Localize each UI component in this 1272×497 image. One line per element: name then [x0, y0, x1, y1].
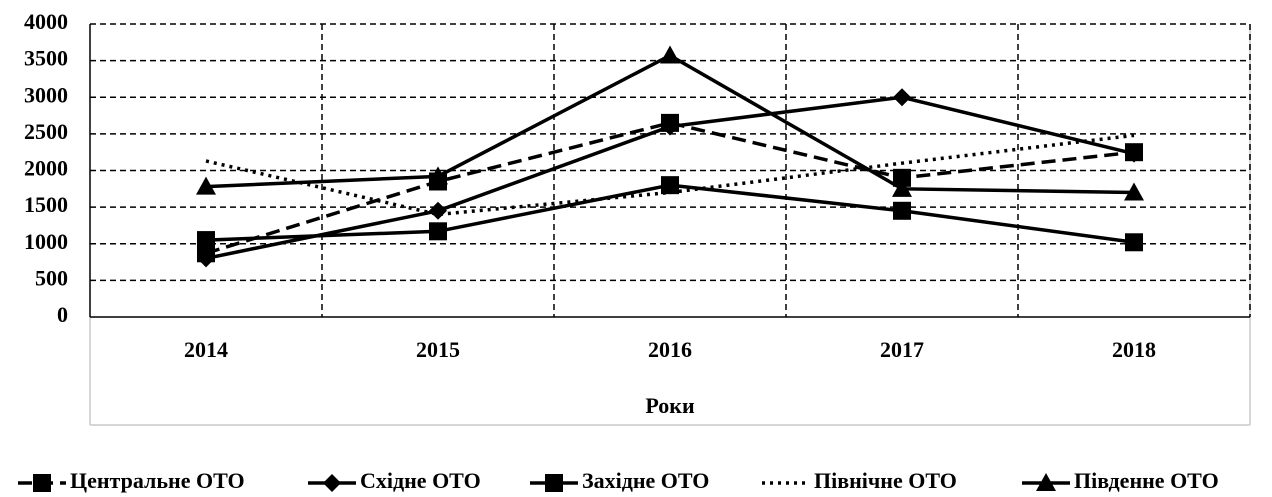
x-tick-label: 2017: [880, 337, 924, 362]
marker: [196, 176, 216, 195]
legend-label: Південне ОТО: [1074, 468, 1219, 493]
legend-label: Західне ОТО: [582, 468, 709, 493]
marker: [893, 88, 911, 107]
legend-label: Центральне ОТО: [70, 468, 245, 493]
legend-label: Східне ОТО: [360, 468, 481, 493]
x-tick-label: 2015: [416, 337, 460, 362]
y-tick-label: 3500: [24, 46, 68, 71]
marker: [892, 178, 912, 197]
series-line: [205, 121, 1135, 255]
y-tick-label: 2500: [24, 119, 68, 144]
legend-label: Північне ОТО: [814, 468, 957, 493]
marker: [429, 201, 447, 220]
y-tick-label: 3000: [24, 82, 68, 107]
series-line: [205, 133, 1135, 217]
y-tick-label: 1500: [24, 192, 68, 217]
marker: [1125, 144, 1143, 163]
marker: [660, 45, 680, 64]
marker: [1124, 182, 1144, 201]
marker: [893, 201, 911, 220]
y-tick-label: 500: [35, 265, 68, 290]
y-tick-label: 2000: [24, 156, 68, 181]
x-tick-label: 2018: [1112, 337, 1156, 362]
y-tick-label: 1000: [24, 229, 68, 254]
legend-marker: [33, 474, 51, 492]
marker: [661, 117, 679, 136]
legend-marker: [323, 474, 341, 492]
marker: [429, 222, 447, 241]
y-tick-label: 4000: [24, 9, 68, 34]
x-tick-label: 2016: [648, 337, 692, 362]
marker: [893, 168, 911, 187]
legend-marker: [1036, 473, 1056, 491]
marker: [197, 249, 215, 268]
marker: [197, 231, 215, 250]
y-tick-label: 0: [57, 302, 68, 327]
marker: [661, 176, 679, 195]
marker: [428, 166, 448, 185]
x-tick-label: 2014: [184, 337, 228, 362]
marker: [1125, 233, 1143, 252]
x-axis-label: Роки: [645, 393, 695, 418]
legend-marker: [545, 474, 563, 492]
